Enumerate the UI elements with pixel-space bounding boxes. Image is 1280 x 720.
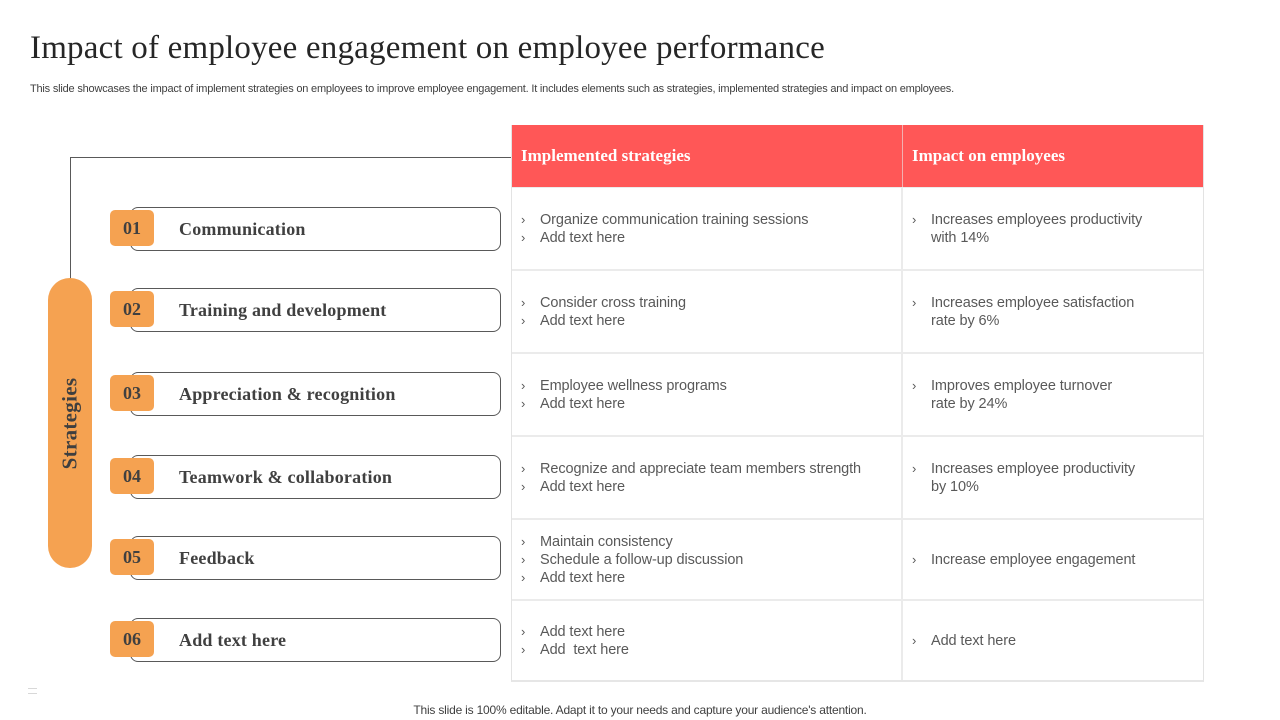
impact-cell[interactable]: › Increases employee satisfaction rate by… [912,294,1135,329]
strategy-item-communication[interactable]: 01 Communication [110,207,501,251]
connector-line-vertical [70,157,71,279]
implemented-cell[interactable]: › Add text here › Add text here [512,601,903,680]
strategy-item-add-text[interactable]: 06 Add text here [110,618,501,662]
chevron-right-icon: › [521,377,526,393]
table-row: › Maintain consistency › Schedule a follow… [512,518,1203,599]
strategy-label: Feedback [179,548,255,568]
chevron-right-icon: › [912,377,917,393]
strategy-number-badge: 01 [110,210,154,246]
table-row: › Organize communication training session… [512,187,1203,269]
strategies-impact-table: Implemented strategies Impact on employe… [511,125,1204,682]
chevron-right-icon: › [521,460,526,476]
strategy-number-badge: 03 [110,375,154,411]
chevron-right-icon: › [912,632,917,648]
strategies-label: Strategies [57,377,82,469]
chevron-right-icon: › [912,551,917,567]
strategy-box [130,288,501,332]
slide-footer: This slide is 100% editable. Adapt it to… [413,703,867,717]
strategy-item-training[interactable]: 02 Training and development [110,288,501,332]
implemented-cell[interactable]: › Organize communication training session… [512,188,903,269]
strategy-label: Training and development [179,300,387,320]
strategy-box [130,372,501,416]
table-row: › Recognize and appreciate team members s… [512,435,1203,518]
table-header: Implemented strategies Impact on employe… [512,125,1203,187]
column-header-impact: Impact on employees [912,146,1065,165]
chevron-right-icon: › [912,460,917,476]
table-row: › Add text here › Add text here › Add text … [512,599,1203,680]
chevron-right-icon: › [521,211,526,227]
implemented-cell[interactable]: › Maintain consistency › Schedule a follow… [512,520,903,599]
strategy-label: Teamwork & collaboration [179,467,393,487]
chevron-right-icon: › [521,294,526,310]
chevron-right-icon: › [521,551,526,567]
chevron-right-icon: › [912,211,917,227]
strategy-box [130,536,501,580]
strategy-box [130,455,501,499]
strategies-pill: Strategies [48,278,92,568]
strategy-number-badge: 02 [110,291,154,327]
chevron-right-icon: › [521,312,526,328]
table-row: › Employee wellness programs › Add text he… [512,352,1203,435]
strategy-label: Appreciation & recognition [179,384,396,404]
chevron-right-icon: › [521,478,526,494]
chevron-right-icon: › [521,533,526,549]
strategy-number-badge: 04 [110,458,154,494]
strategy-item-appreciation[interactable]: 03 Appreciation & recognition [110,372,501,416]
impact-cell[interactable]: › Improves employee turnover rate by 24% [912,377,1113,412]
strategy-box [130,207,501,251]
impact-cell[interactable]: › Increase employee engagement [912,551,1136,568]
implemented-cell[interactable]: › Consider cross training › Add text here [512,271,903,352]
strategy-item-teamwork[interactable]: 04 Teamwork & collaboration [110,455,501,499]
table-row: › Consider cross training › Add text here … [512,269,1203,352]
impact-cell[interactable]: › Increases employees productivity with 1… [912,211,1143,246]
drag-handle-icon[interactable] [28,688,37,694]
strategy-box [130,618,501,662]
strategy-number-badge: 06 [110,621,154,657]
chevron-right-icon: › [521,395,526,411]
impact-cell[interactable]: › Add text here [912,632,1016,649]
impact-cell[interactable]: › Increases employee productivity by 10% [912,460,1136,495]
chevron-right-icon: › [521,641,526,657]
column-header-implemented: Implemented strategies [512,125,903,187]
slide-subtitle: This slide showcases the impact of imple… [30,83,954,95]
strategy-number-badge: 05 [110,539,154,575]
strategy-item-feedback[interactable]: 05 Feedback [110,536,501,580]
chevron-right-icon: › [521,569,526,585]
chevron-right-icon: › [912,294,917,310]
strategy-label: Communication [179,219,306,239]
connector-line-horizontal [70,157,512,158]
strategy-label: Add text here [179,630,287,650]
chevron-right-icon: › [521,229,526,245]
chevron-right-icon: › [521,623,526,639]
implemented-cell[interactable]: › Employee wellness programs › Add text he… [512,354,903,435]
slide-title: Impact of employee engagement on employe… [30,30,825,66]
implemented-cell[interactable]: › Recognize and appreciate team members s… [512,437,903,518]
